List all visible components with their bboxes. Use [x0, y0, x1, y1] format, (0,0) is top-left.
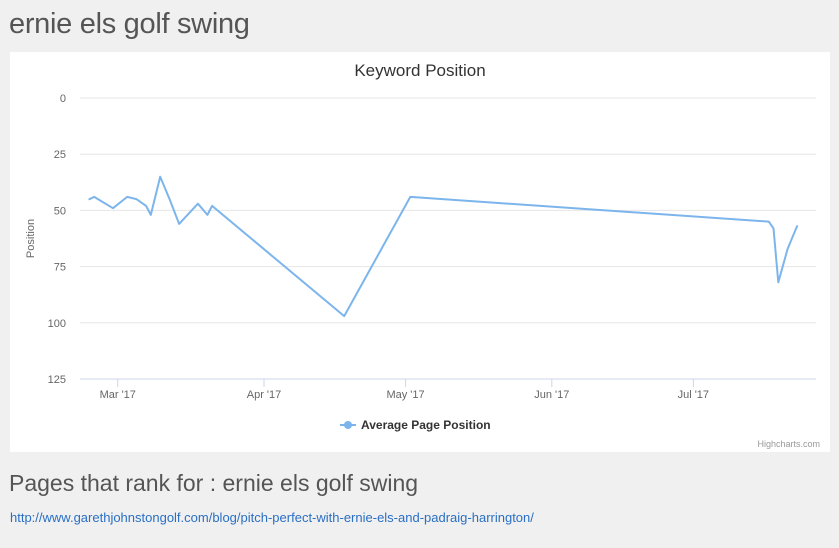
- x-tick-label: May '17: [386, 389, 424, 401]
- data-point[interactable]: [135, 197, 139, 201]
- data-point[interactable]: [795, 224, 799, 228]
- x-tick-label: Apr '17: [247, 389, 282, 401]
- data-point[interactable]: [177, 222, 181, 226]
- data-point[interactable]: [205, 213, 209, 217]
- data-point[interactable]: [168, 197, 172, 201]
- pages-heading: Pages that rank for : ernie els golf swi…: [9, 470, 419, 496]
- y-tick-label: 0: [60, 93, 66, 105]
- y-axis-label: Position: [25, 219, 37, 258]
- data-point[interactable]: [342, 314, 346, 318]
- series-line[interactable]: [88, 175, 799, 318]
- page-title: ernie els golf swing: [9, 8, 250, 40]
- legend-label[interactable]: Average Page Position: [361, 418, 491, 432]
- data-point[interactable]: [92, 195, 96, 199]
- ranking-page-link[interactable]: http://www.garethjohnstongolf.com/blog/p…: [10, 510, 534, 525]
- data-point[interactable]: [767, 220, 771, 224]
- legend[interactable]: Average Page Position: [340, 418, 491, 432]
- y-axis-ticks: 0 25 50 75 100 125: [48, 93, 66, 386]
- legend-marker-symbol: [344, 421, 352, 429]
- chart-title: Keyword Position: [354, 61, 485, 80]
- data-point[interactable]: [144, 204, 148, 208]
- data-point[interactable]: [772, 226, 776, 230]
- x-tick-label: Mar '17: [100, 389, 136, 401]
- x-tick-label: Jul '17: [678, 389, 709, 401]
- y-tick-label: 125: [48, 374, 66, 386]
- data-point[interactable]: [210, 204, 214, 208]
- series-plot[interactable]: [87, 175, 799, 318]
- data-point[interactable]: [87, 197, 91, 201]
- x-axis: Mar '17 Apr '17 May '17 Jun '17 Jul '17: [80, 378, 816, 401]
- grid-lines: [80, 97, 816, 380]
- y-tick-label: 75: [54, 262, 66, 274]
- x-tick-label: Jun '17: [534, 389, 569, 401]
- y-tick-label: 25: [54, 149, 66, 161]
- data-point[interactable]: [786, 247, 790, 251]
- data-point[interactable]: [158, 175, 162, 179]
- data-point[interactable]: [111, 206, 115, 210]
- y-tick-label: 100: [48, 318, 66, 330]
- keyword-position-chart: Keyword Position 0 25 50 75 100 125 Position …: [10, 52, 830, 452]
- data-point[interactable]: [408, 195, 412, 199]
- data-point[interactable]: [125, 195, 129, 199]
- y-tick-label: 50: [54, 205, 66, 217]
- data-point[interactable]: [776, 280, 780, 284]
- highcharts-credits[interactable]: Highcharts.com: [757, 439, 820, 449]
- data-point[interactable]: [149, 213, 153, 217]
- data-point[interactable]: [196, 202, 200, 206]
